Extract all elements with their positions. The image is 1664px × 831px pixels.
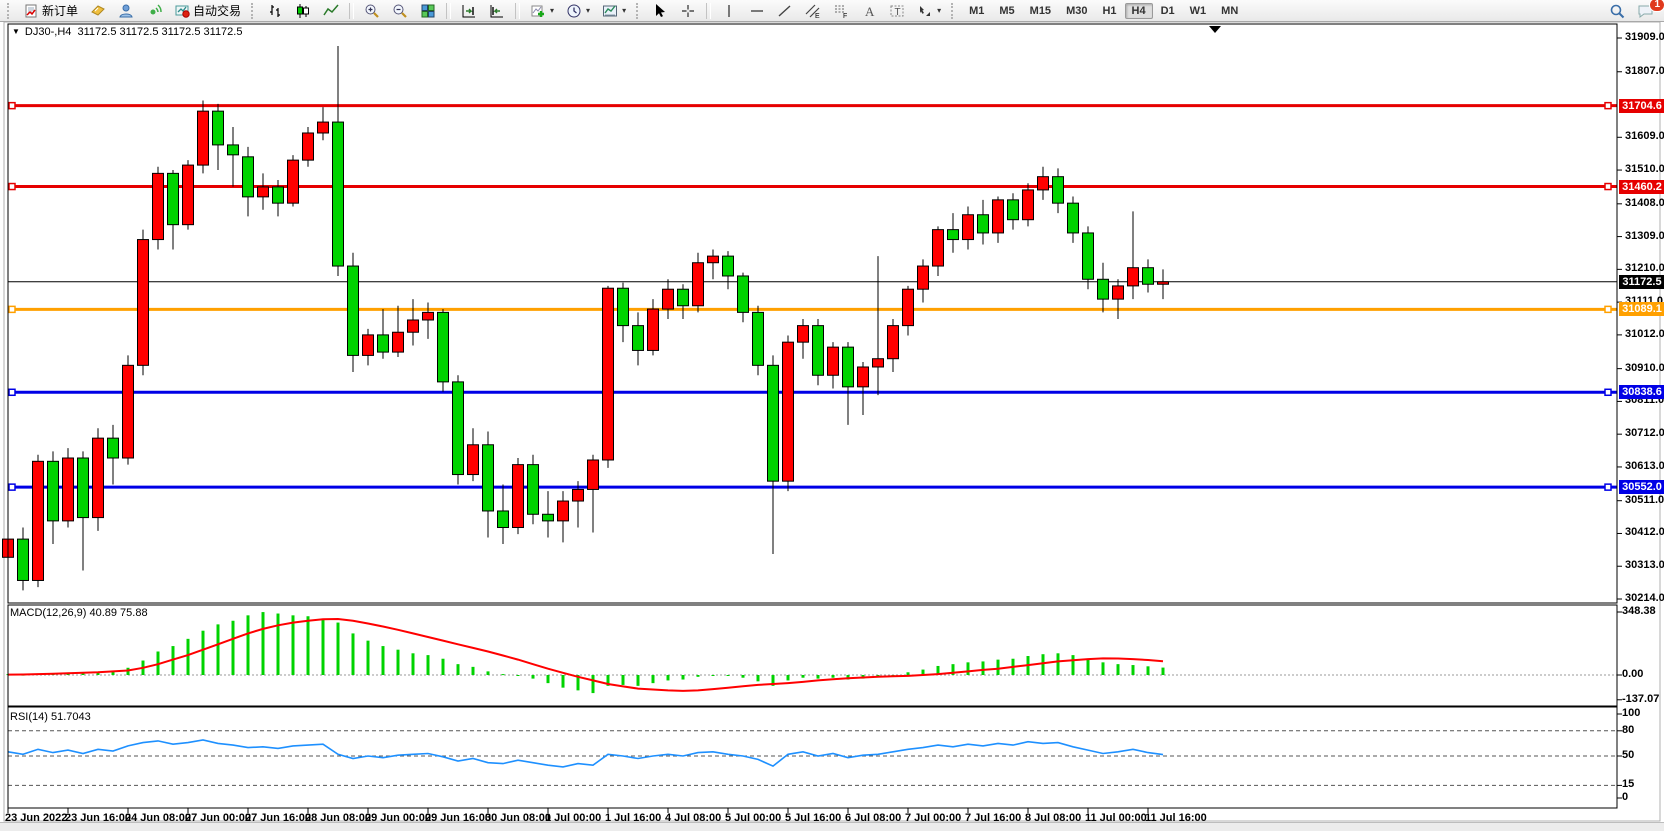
notification-badge: 1	[1649, 0, 1664, 12]
search-button[interactable]	[1604, 1, 1630, 21]
signals-icon	[146, 3, 162, 19]
bar-chart-icon	[267, 3, 283, 19]
periods-clock-icon	[566, 3, 582, 19]
trendline-button[interactable]	[772, 1, 798, 21]
timeframe-button-w1[interactable]: W1	[1183, 3, 1214, 19]
indicators-add-icon	[530, 3, 546, 19]
chart-shift-icon	[489, 3, 505, 19]
fibonacci-icon: F	[833, 3, 849, 19]
equidistant-channel-button[interactable]: E	[800, 1, 826, 21]
toolbar-grip[interactable]	[251, 2, 257, 19]
svg-text:E: E	[815, 13, 820, 19]
horizontal-line-icon	[749, 3, 765, 19]
zoom-in-icon	[364, 3, 380, 19]
timeframe-button-m5[interactable]: M5	[992, 3, 1021, 19]
crosshair-icon	[680, 3, 696, 19]
cursor-button[interactable]	[647, 1, 673, 21]
arrows-shapes-button[interactable]: ▾	[912, 1, 946, 21]
svg-text:T: T	[895, 7, 901, 18]
cursor-icon	[652, 3, 668, 19]
bar-chart-button[interactable]	[262, 1, 288, 21]
autotrading-label: 自动交易	[193, 4, 242, 18]
indicators-add-button[interactable]: ▾	[525, 1, 559, 21]
periods-button[interactable]: ▾	[561, 1, 595, 21]
toolbar-grip[interactable]	[7, 2, 13, 19]
funds-button[interactable]	[85, 1, 111, 21]
tile-windows-icon	[420, 3, 436, 19]
timeframe-button-m15[interactable]: M15	[1023, 3, 1058, 19]
vertical-line-button[interactable]	[716, 1, 742, 21]
chart-shift-button[interactable]	[484, 1, 510, 21]
search-icon	[1609, 3, 1625, 19]
new-order-button[interactable]: 新订单	[18, 1, 83, 21]
timeframe-button-mn[interactable]: MN	[1214, 3, 1245, 19]
templates-icon	[602, 3, 618, 19]
dropdown-caret-icon: ▾	[937, 6, 942, 15]
dropdown-caret-icon: ▾	[550, 6, 555, 15]
templates-button[interactable]: ▾	[597, 1, 631, 21]
toolbar-separator	[349, 2, 355, 19]
timeframe-group: M1 M5 M15 M30 H1 H4 D1 W1 MN	[962, 2, 1245, 19]
equidistant-channel-icon: E	[805, 3, 821, 19]
fibonacci-button[interactable]: F	[828, 1, 854, 21]
timeframe-button-m1[interactable]: M1	[962, 3, 991, 19]
text-button[interactable]: A	[856, 1, 882, 21]
svg-text:A: A	[865, 4, 875, 19]
line-chart-icon	[323, 3, 339, 19]
dropdown-caret-icon: ▾	[622, 6, 627, 15]
new-order-label: 新订单	[42, 4, 79, 18]
community-button[interactable]	[113, 1, 139, 21]
dropdown-caret-icon: ▾	[586, 6, 591, 15]
timeframe-button-d1[interactable]: D1	[1154, 3, 1182, 19]
toolbar-grip[interactable]	[636, 2, 642, 19]
timeframe-button-m30[interactable]: M30	[1059, 3, 1094, 19]
timeframe-button-h1[interactable]: H1	[1095, 3, 1123, 19]
status-bar	[0, 822, 1664, 831]
line-chart-button[interactable]	[318, 1, 344, 21]
community-icon	[118, 3, 134, 19]
timeframe-button-h4[interactable]: H4	[1124, 2, 1153, 19]
toolbar: 新订单 自动交易	[0, 0, 1664, 22]
svg-text:F: F	[843, 13, 847, 19]
zoom-out-icon	[392, 3, 408, 19]
candlestick-chart-button[interactable]	[290, 1, 316, 21]
chart-window[interactable]: ▼ DJ30-,H4 31172.5 31172.5 31172.5 31172.…	[0, 22, 1664, 824]
funds-icon	[90, 3, 106, 19]
signals-button[interactable]	[141, 1, 167, 21]
autotrading-icon	[174, 3, 190, 19]
trendline-icon	[777, 3, 793, 19]
auto-scroll-button[interactable]	[456, 1, 482, 21]
chart-canvas[interactable]	[0, 22, 1664, 822]
arrows-shapes-icon	[917, 3, 933, 19]
zoom-in-button[interactable]	[359, 1, 385, 21]
toolbar-separator	[515, 2, 521, 19]
text-icon: A	[861, 3, 877, 19]
notifications-button[interactable]: 1	[1632, 0, 1664, 21]
new-order-icon	[23, 3, 39, 19]
auto-scroll-icon	[461, 3, 477, 19]
vertical-line-icon	[721, 3, 737, 19]
tile-windows-button[interactable]	[415, 1, 441, 21]
toolbar-separator	[446, 2, 452, 19]
candlestick-chart-icon	[295, 3, 311, 19]
text-label-icon: T	[889, 3, 905, 19]
crosshair-button[interactable]	[675, 1, 701, 21]
text-label-button[interactable]: T	[884, 1, 910, 21]
toolbar-separator	[706, 2, 712, 19]
zoom-out-button[interactable]	[387, 1, 413, 21]
autotrading-button[interactable]: 自动交易	[169, 1, 246, 21]
horizontal-line-button[interactable]	[744, 1, 770, 21]
toolbar-grip[interactable]	[951, 2, 957, 19]
